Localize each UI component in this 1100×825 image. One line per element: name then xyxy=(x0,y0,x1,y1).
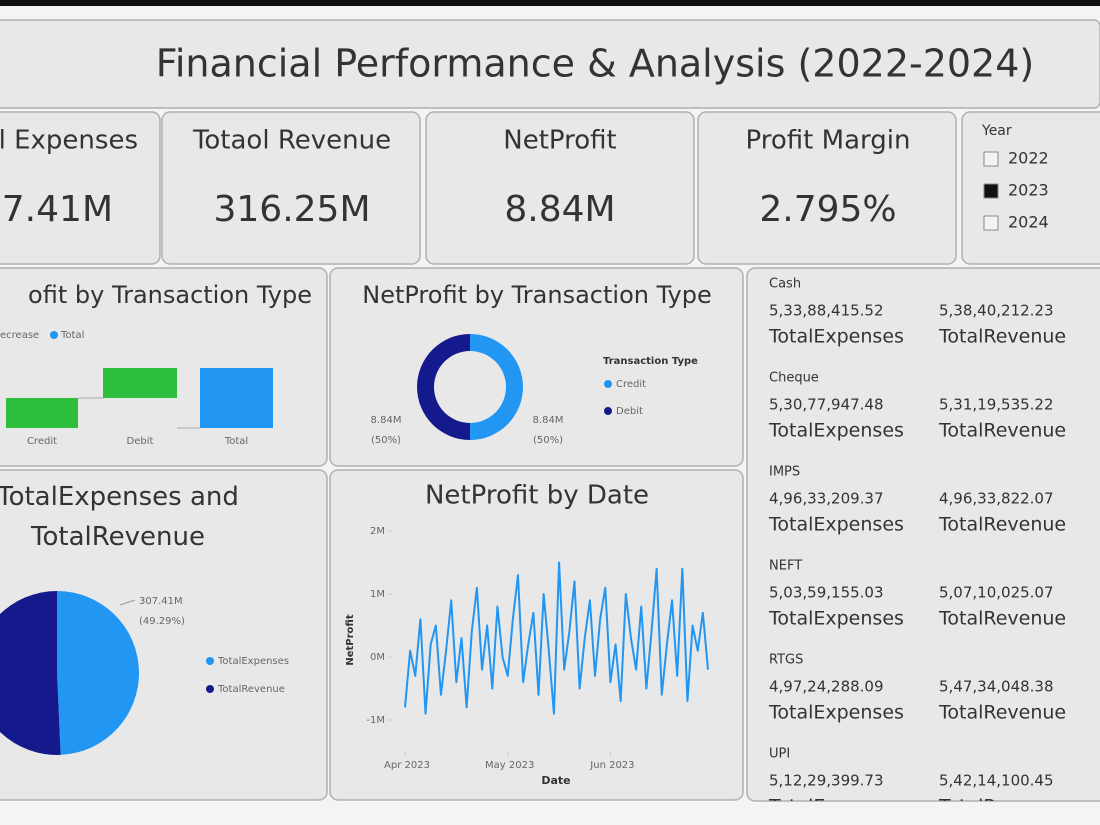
revenue-label: TotalRevenue xyxy=(938,514,1066,536)
table-panel xyxy=(746,267,1100,802)
expenses-label: TotalExpenses xyxy=(768,514,904,536)
expenses-value: 4,96,33,209.37 xyxy=(769,490,884,508)
revenue-value: 5,38,40,212.23 xyxy=(939,302,1054,320)
expenses-label: TotalExpenses xyxy=(768,420,904,442)
legend-dot xyxy=(604,407,612,415)
data-label: 8.84M xyxy=(533,415,564,426)
waterfall-bar xyxy=(6,397,78,428)
data-label: (49.29%) xyxy=(139,616,185,627)
legend-label: Total xyxy=(60,330,84,341)
waterfall-bar xyxy=(200,367,273,428)
card-value: 2.795% xyxy=(759,189,896,230)
x-tick-label: Total xyxy=(224,436,248,447)
expenses-value: 5,12,29,399.73 xyxy=(769,772,884,790)
legend-title: Transaction Type xyxy=(603,356,698,367)
x-tick-label: Credit xyxy=(27,436,57,447)
x-tick-label: Jun 2023 xyxy=(589,760,634,771)
revenue-value: 5,31,19,535.22 xyxy=(939,396,1054,414)
card xyxy=(0,111,161,265)
legend-label: Debit xyxy=(616,406,643,417)
pie-slice xyxy=(0,591,61,755)
legend-dot xyxy=(206,685,214,693)
row-name: Cheque xyxy=(769,371,819,386)
chart-title: NetProfit by Date xyxy=(425,481,649,511)
expenses-label: TotalExpenses xyxy=(768,702,904,724)
pie-slice xyxy=(57,591,139,755)
waterfall-bar xyxy=(103,367,177,398)
legend-dot xyxy=(50,331,58,339)
row-name: NEFT xyxy=(769,559,802,574)
donut-slice xyxy=(417,334,470,440)
y-tick-label: 1M xyxy=(370,589,385,600)
legend-dot xyxy=(604,380,612,388)
transaction-table: Cash 5,33,88,415.52 5,38,40,212.23 TotalExp… xyxy=(768,277,1066,818)
legend-label: TotalRevenue xyxy=(217,684,285,695)
expenses-value: 5,03,59,155.03 xyxy=(769,584,884,602)
revenue-label: TotalRevenue xyxy=(938,608,1066,630)
data-label: 8.84M xyxy=(371,415,402,426)
card-label: Profit Margin xyxy=(746,126,911,156)
revenue-label: TotalRevenue xyxy=(938,326,1066,348)
card xyxy=(161,111,421,265)
card xyxy=(425,111,695,265)
legend-label: Credit xyxy=(616,379,646,390)
data-label: (50%) xyxy=(371,435,401,446)
expenses-label: TotalExpenses xyxy=(768,326,904,348)
row-name: UPI xyxy=(769,747,790,762)
x-tick-label: Debit xyxy=(127,436,154,447)
slicer-option[interactable]: 2024 xyxy=(1008,213,1049,232)
leader-line xyxy=(119,599,136,606)
legend-label: TotalExpenses xyxy=(217,656,289,667)
x-tick-label: May 2023 xyxy=(485,760,534,771)
checkbox[interactable] xyxy=(983,151,999,167)
chart-title: ofit by Transaction Type xyxy=(28,281,312,309)
revenue-value: 4,96,33,822.07 xyxy=(939,490,1054,508)
chart-title: TotalExpenses and TotalRevenue xyxy=(0,482,239,552)
y-tick-label: 2M xyxy=(370,526,385,537)
expenses-label: TotalExpenses xyxy=(768,608,904,630)
slicer-title: Year xyxy=(981,123,1012,139)
donut-slice xyxy=(470,334,523,440)
expenses-label: TotalExpenses xyxy=(768,796,904,818)
y-tick-label: -1M xyxy=(366,715,385,726)
checkbox[interactable] xyxy=(983,183,999,199)
top-bar xyxy=(0,0,1100,6)
dashboard-title: Financial Performance & Analysis (2022-2… xyxy=(156,42,1035,86)
card-value: 316.25M xyxy=(213,189,370,230)
checkbox[interactable] xyxy=(983,215,999,231)
revenue-value: 5,07,10,025.07 xyxy=(939,584,1054,602)
slicer-option[interactable]: 2022 xyxy=(1008,149,1049,168)
chart-panel xyxy=(329,469,744,801)
row-name: Cash xyxy=(769,277,801,292)
revenue-label: TotalRevenue xyxy=(938,796,1066,818)
line-series xyxy=(404,561,709,715)
revenue-label: TotalRevenue xyxy=(938,420,1066,442)
x-tick-label: Apr 2023 xyxy=(384,760,430,771)
expenses-value: 4,97,24,288.09 xyxy=(769,678,884,696)
expenses-value: 5,33,88,415.52 xyxy=(769,302,884,320)
card-label: Totaol Revenue xyxy=(192,126,391,156)
card-label: l Expenses xyxy=(0,126,138,156)
x-axis-label: Date xyxy=(541,774,570,787)
legend-dot xyxy=(206,657,214,665)
revenue-value: 5,42,14,100.45 xyxy=(939,772,1054,790)
card-label: NetProfit xyxy=(503,126,616,156)
row-name: IMPS xyxy=(769,465,800,480)
slicer-option[interactable]: 2023 xyxy=(1008,181,1049,200)
y-axis-label: NetProfit xyxy=(345,614,356,665)
header-panel xyxy=(0,19,1100,109)
revenue-label: TotalRevenue xyxy=(938,702,1066,724)
row-name: RTGS xyxy=(769,653,803,668)
revenue-value: 5,47,34,048.38 xyxy=(939,678,1054,696)
data-label: (50%) xyxy=(533,435,563,446)
card-value: 7.41M xyxy=(2,189,113,230)
expenses-value: 5,30,77,947.48 xyxy=(769,396,884,414)
card-value: 8.84M xyxy=(504,189,615,230)
y-tick-label: 0M xyxy=(370,652,385,663)
legend-label: ecrease xyxy=(0,330,39,341)
data-label: 307.41M xyxy=(139,596,183,607)
card xyxy=(697,111,957,265)
chart-title: NetProfit by Transaction Type xyxy=(362,281,711,309)
